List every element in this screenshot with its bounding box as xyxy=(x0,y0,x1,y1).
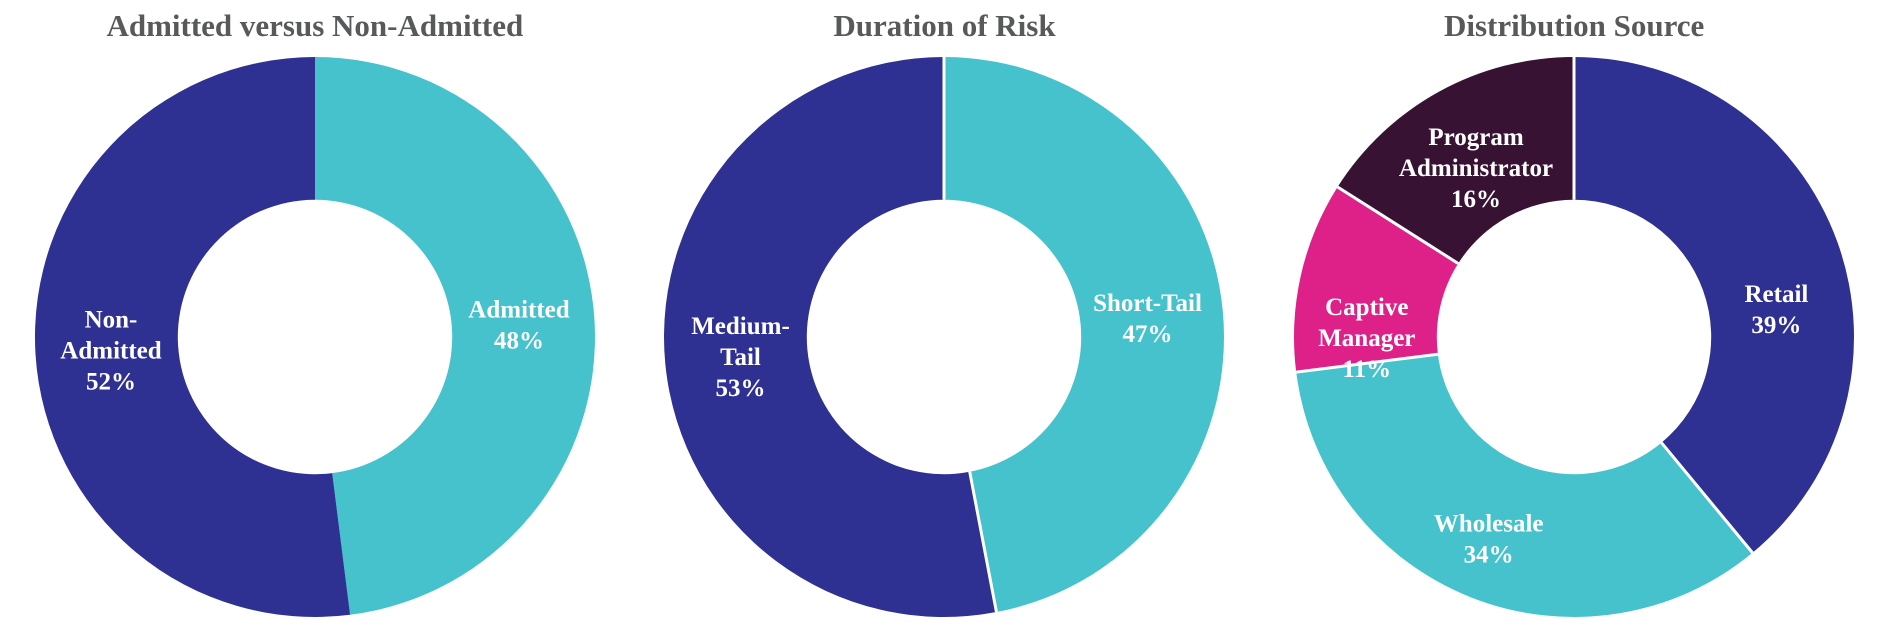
slice-retail xyxy=(1574,57,1855,553)
donut-chart-duration-of-risk: Short-Tail 47% Medium-Tail 53% xyxy=(664,56,1225,617)
chart-panel-duration-of-risk: Duration of Risk Short-Tail 47% Medium-Tai… xyxy=(630,0,1260,644)
slice-short-tail xyxy=(944,57,1225,613)
chart-panel-admitted-vs-non-admitted: Admitted versus Non-Admitted Admitted 48%… xyxy=(0,0,630,644)
slice-label-captive-manager: Captive Manager 11% xyxy=(1318,294,1415,383)
slice-label-admitted: Admitted 48% xyxy=(468,296,569,354)
slice-separator xyxy=(1660,441,1754,554)
chart-title-duration-of-risk: Duration of Risk xyxy=(833,8,1056,43)
chart-title-admitted-vs-non-admitted: Admitted versus Non-Admitted xyxy=(106,8,524,43)
donut-chart-admitted-vs-non-admitted: Admitted 48% Non-Admitted 52% xyxy=(34,57,595,617)
donut-chart-distribution-source: Retail 39% Wholesale 34% Captive Manager 11% Pr… xyxy=(1294,57,1855,617)
slice-label-program-administrator: Program Administrator 16% xyxy=(1399,124,1553,213)
slice-label-wholesale: Wholesale 34% xyxy=(1434,510,1544,568)
slice-captive-manager xyxy=(1294,186,1459,373)
slice-separator xyxy=(1296,352,1439,374)
slice-label-medium-tail: Medium-Tail 53% xyxy=(692,313,791,402)
slice-label-retail: Retail 39% xyxy=(1745,281,1809,339)
slice-program-administrator xyxy=(1337,57,1575,264)
chart-panel-distribution-source: Distribution Source Retail 39% Wholesale 34… xyxy=(1259,0,1889,644)
slice-wholesale xyxy=(1296,354,1753,617)
slice-admitted xyxy=(314,57,595,615)
slice-label-short-tail: Short-Tail 47% xyxy=(1094,290,1203,348)
slice-non-admitted xyxy=(34,57,350,617)
slice-separator xyxy=(968,471,999,613)
slice-medium-tail xyxy=(664,56,997,617)
slice-separator xyxy=(1336,185,1460,265)
chart-title-distribution-source: Distribution Source xyxy=(1443,8,1705,43)
slice-label-non-admitted: Non-Admitted 52% xyxy=(60,307,161,396)
